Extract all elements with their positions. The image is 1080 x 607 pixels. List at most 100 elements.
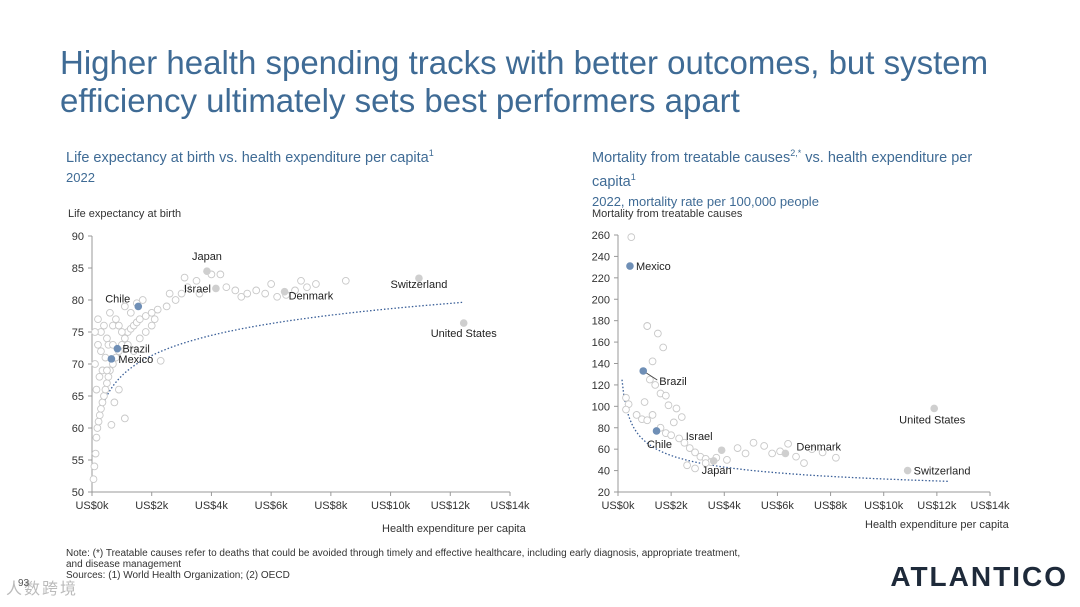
left-x-axis-title: Health expenditure per capita [382,523,526,535]
left-data-point [107,420,116,429]
right-point-japan [709,457,718,465]
right-y-tick-label: 80 [598,423,610,435]
left-label-mexico: Mexico [118,354,153,366]
right-chart-heading: Mortality from treatable causes2,* vs. h… [592,144,1022,211]
left-label-japan: Japan [192,251,222,263]
left-x-tick-label: US$4k [195,500,229,512]
left-data-point [141,312,150,320]
left-y-axis-title: Life expectancy at birth [68,208,182,220]
right-label-switzerland: Switzerland [914,466,971,478]
right-point-united-states [930,404,938,413]
right-data-point [723,456,731,464]
right-data-point [784,439,792,448]
left-y-tick-label: 50 [72,487,84,499]
left-label-denmark: Denmark [289,291,334,303]
left-data-point [115,321,123,330]
right-y-tick-label: 60 [598,444,610,456]
footnote: Note: (*) Treatable causes refer to deat… [66,548,866,581]
left-trendline [95,301,464,432]
right-y-tick-label: 260 [592,230,610,242]
left-data-point [135,315,144,324]
right-data-point [733,444,742,452]
right-x-tick-label: US$6k [761,500,795,512]
left-data-point [192,276,201,285]
right-data-point [632,411,641,419]
left-x-tick-label: US$0k [75,500,109,512]
left-data-point [147,308,156,317]
left-chart-heading: Life expectancy at birth vs. health expe… [66,144,434,187]
right-point-mexico [626,262,634,270]
left-data-point [90,462,99,471]
left-label-switzerland: Switzerland [391,279,448,291]
right-label-chile: Chile [647,439,672,451]
left-point-israel [212,284,220,293]
right-y-tick-label: 160 [592,337,610,349]
left-data-point [115,385,123,394]
right-y-tick-label: 20 [598,487,610,499]
right-data-point [659,343,668,352]
right-x-tick-label: US$10k [864,500,904,512]
left-data-point [120,414,129,423]
left-data-point [100,321,108,330]
left-y-tick-label: 70 [72,359,84,371]
left-data-point [112,315,120,324]
left-y-tick-label: 75 [72,327,84,339]
right-y-tick-label: 100 [592,401,610,413]
right-data-point [664,401,673,410]
left-data-point [110,398,119,407]
right-data-point [701,459,710,467]
right-chart-title-sup: 2,* [790,148,802,158]
right-point-chile [652,427,661,435]
left-data-point [291,286,299,295]
left-point-japan [203,267,211,276]
right-chart-subtitle: 2022, mortality rate per 100,000 people [592,193,819,209]
left-data-point [95,372,104,381]
right-data-point [651,381,660,389]
left-data-point [91,449,100,458]
left-y-tick-label: 65 [72,391,84,403]
right-y-tick-label: 240 [592,251,610,263]
left-data-point [92,385,101,394]
left-y-tick-label: 80 [72,295,84,307]
left-label-united-states: United States [431,328,498,340]
right-data-point [643,416,652,425]
left-data-point [156,356,165,365]
right-label-israel: Israel [686,431,713,443]
left-data-point [89,475,98,484]
left-point-brazil [113,344,122,353]
left-x-tick-label: US$10k [371,500,411,512]
right-label-japan: Japan [702,465,732,477]
left-data-point [267,280,275,288]
left-x-tick-label: US$6k [255,500,289,512]
left-data-point [165,289,174,298]
left-y-tick-label: 90 [72,231,84,243]
left-x-tick-label: US$8k [314,500,348,512]
left-data-point [106,308,114,317]
right-x-tick-label: US$8k [814,500,848,512]
right-y-tick-label: 140 [592,359,610,371]
left-label-israel: Israel [184,283,211,295]
right-data-point [760,442,768,450]
left-data-point [341,276,350,285]
left-data-point [231,286,240,295]
left-data-point [135,334,144,343]
right-data-point [768,449,776,458]
left-y-tick-label: 85 [72,263,84,275]
right-data-point [683,461,691,470]
left-point-mexico [107,355,116,363]
left-data-point [261,289,270,298]
right-data-point [792,452,800,461]
right-y-tick-label: 120 [592,380,610,392]
right-data-point [808,445,816,454]
right-y-axis-title: Mortality from treatable causes [592,208,743,220]
left-data-point [91,328,99,336]
right-data-point [741,449,750,458]
left-point-denmark [280,287,289,296]
right-data-point [818,448,827,457]
right-data-point [677,413,686,421]
right-data-point [643,322,652,330]
right-data-point [627,233,636,241]
left-data-point [120,302,129,311]
atlantico-logo: ATLANTICO [890,561,1068,592]
